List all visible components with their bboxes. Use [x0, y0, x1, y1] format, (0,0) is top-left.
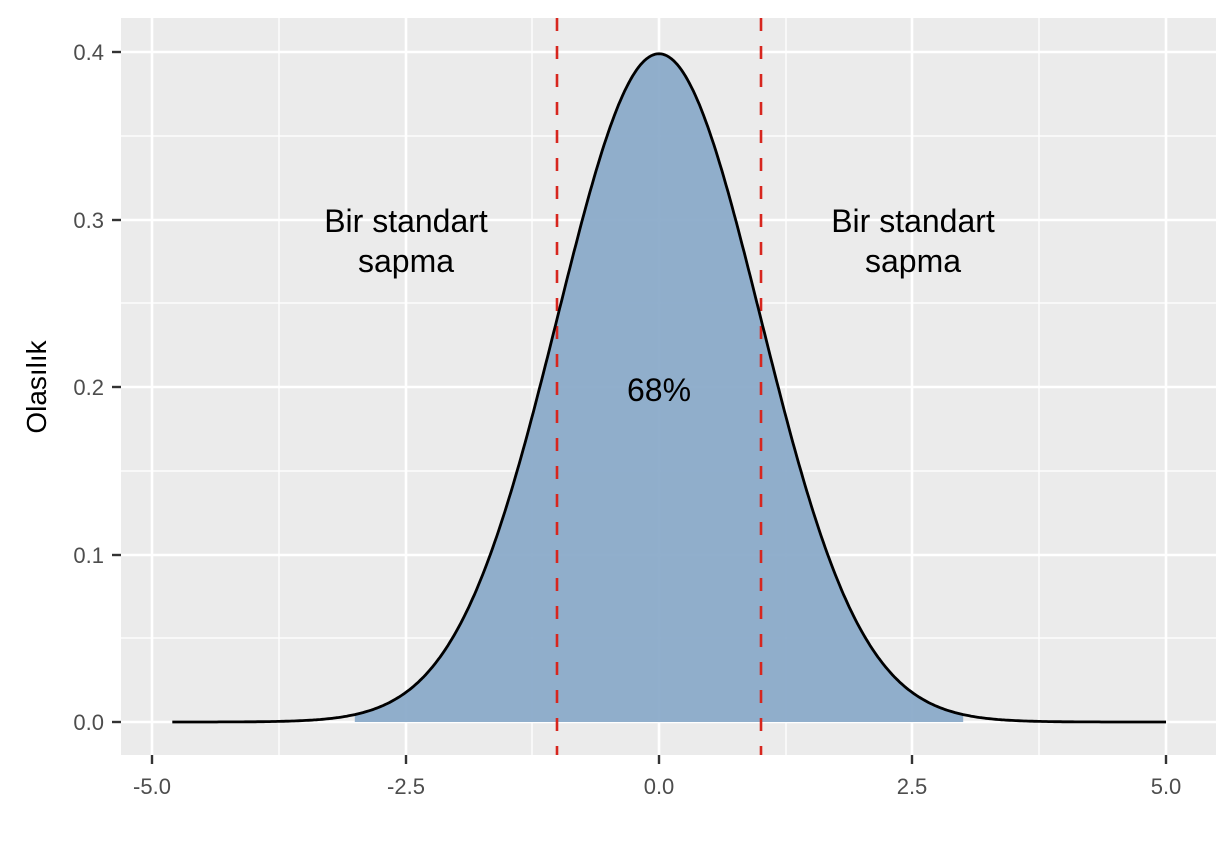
annotation-right-line1: Bir standart	[831, 203, 995, 239]
density-fill	[354, 53, 964, 723]
x-tick-label: -2.5	[387, 774, 425, 799]
x-axis: -5.0 -2.5 0.0 2.5 5.0	[133, 755, 1181, 799]
y-tick-label: 0.1	[73, 543, 104, 568]
y-axis-title: Olasılık	[21, 339, 52, 433]
y-tick-label: 0.2	[73, 375, 104, 400]
x-tick-label: -5.0	[133, 774, 171, 799]
y-tick-label: 0.4	[73, 40, 104, 65]
density-curve	[172, 52, 1166, 724]
x-tick-label: 0.0	[644, 774, 675, 799]
y-tick-label: 0.0	[73, 710, 104, 735]
annotation-left-line2: sapma	[358, 243, 454, 279]
annotation-right-line2: sapma	[865, 243, 961, 279]
y-axis: 0.4 0.3 0.2 0.1 0.0	[73, 40, 121, 735]
x-tick-label: 5.0	[1151, 774, 1182, 799]
y-tick-label: 0.3	[73, 208, 104, 233]
annotation-center-percent: 68%	[627, 372, 691, 408]
x-tick-label: 2.5	[897, 774, 928, 799]
annotation-left-line1: Bir standart	[324, 203, 488, 239]
